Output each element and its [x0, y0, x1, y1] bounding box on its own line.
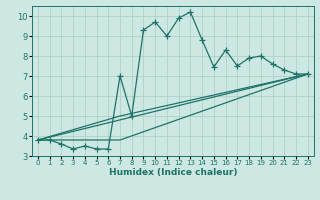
X-axis label: Humidex (Indice chaleur): Humidex (Indice chaleur): [108, 168, 237, 177]
